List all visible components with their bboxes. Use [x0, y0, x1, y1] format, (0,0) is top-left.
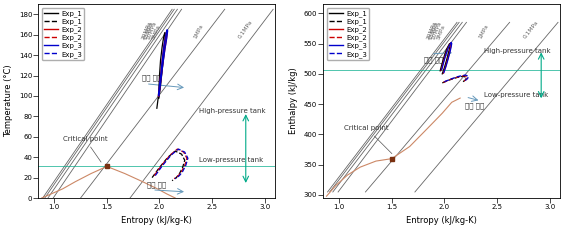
Text: 시간 흐름: 시간 흐름: [466, 102, 485, 109]
Text: High-pressure tank: High-pressure tank: [200, 108, 266, 114]
Text: 5MPa: 5MPa: [436, 23, 446, 40]
Text: 1MPa: 1MPa: [477, 24, 489, 40]
Text: 15MPa: 15MPa: [143, 20, 155, 40]
X-axis label: Entropy (kJ/kg-K): Entropy (kJ/kg-K): [407, 216, 477, 225]
Text: 시간 흐름: 시간 흐름: [147, 182, 166, 188]
Text: 시간 흐름: 시간 흐름: [424, 57, 443, 63]
Text: 20MPa: 20MPa: [426, 20, 438, 40]
Text: 10MPa: 10MPa: [146, 20, 158, 40]
Text: Low-pressure tank: Low-pressure tank: [200, 157, 264, 163]
Text: 15MPa: 15MPa: [428, 20, 440, 40]
Text: 0.1MPa: 0.1MPa: [522, 20, 539, 40]
Text: 5MPa: 5MPa: [151, 23, 162, 40]
Text: Low-pressure tank: Low-pressure tank: [484, 92, 549, 98]
Text: 10MPa: 10MPa: [431, 20, 443, 40]
Legend: Exp_1, Exp_1, Exp_2, Exp_2, Exp_3, Exp_3: Exp_1, Exp_1, Exp_2, Exp_2, Exp_3, Exp_3: [327, 8, 369, 60]
Text: High-pressure tank: High-pressure tank: [484, 48, 551, 54]
Text: 1MPa: 1MPa: [193, 24, 204, 40]
Text: Critical point: Critical point: [63, 136, 107, 162]
Text: 20MPa: 20MPa: [141, 20, 153, 40]
Y-axis label: Enthalpy (kJ/kg): Enthalpy (kJ/kg): [289, 68, 298, 134]
Text: 시간 흐름: 시간 흐름: [142, 75, 161, 81]
Y-axis label: Temperature (°C): Temperature (°C): [4, 65, 13, 137]
Legend: Exp_1, Exp_1, Exp_2, Exp_2, Exp_3, Exp_3: Exp_1, Exp_1, Exp_2, Exp_2, Exp_3, Exp_3: [42, 8, 84, 60]
X-axis label: Entropy (kJ/kg-K): Entropy (kJ/kg-K): [121, 216, 192, 225]
Text: 0.1MPa: 0.1MPa: [238, 19, 254, 40]
Text: Critical point: Critical point: [344, 125, 392, 154]
